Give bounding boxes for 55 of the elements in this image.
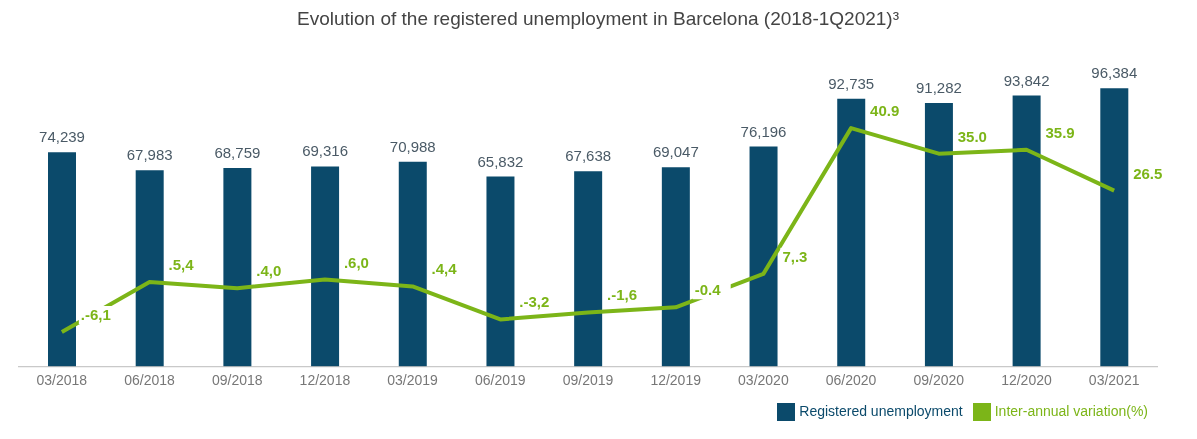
data-label: .-1,6 xyxy=(607,286,638,304)
data-label: .5,4 xyxy=(168,256,195,274)
bar xyxy=(48,152,76,367)
data-label: 7,.3 xyxy=(782,247,808,265)
bar xyxy=(311,166,340,367)
data-label: 92,735 xyxy=(828,74,875,92)
bar xyxy=(661,167,690,367)
data-label: .-6,1 xyxy=(80,306,111,323)
x-tick-label: 09/2019 xyxy=(562,371,614,388)
data-label: -0.4 xyxy=(694,281,722,299)
x-tick-label: 03/2021 xyxy=(1088,371,1140,388)
bar xyxy=(837,98,866,367)
data-label: 40.9 xyxy=(870,102,900,120)
legend-label: Inter-annual variation(%) xyxy=(994,402,1148,419)
bar xyxy=(574,171,603,367)
x-tick-label: 09/2020 xyxy=(913,371,965,388)
data-label: 35.0 xyxy=(957,127,987,145)
chart-title: Evolution of the registered unemployment in Barcelona (2018-1Q2021)³ xyxy=(296,8,900,30)
bar xyxy=(924,103,953,367)
data-label: 67,983 xyxy=(126,146,173,164)
data-label: 65,832 xyxy=(477,152,524,170)
x-tick-label: 06/2018 xyxy=(124,371,176,388)
data-label: .4,0 xyxy=(256,262,282,280)
x-tick-label: 06/2020 xyxy=(825,371,877,388)
data-label: 68,759 xyxy=(214,144,261,162)
data-label: 91,282 xyxy=(915,79,962,97)
data-label: 74,239 xyxy=(39,128,85,146)
x-tick-label: 12/2020 xyxy=(1001,371,1052,388)
bar xyxy=(1100,88,1129,367)
x-tick-label: 03/2020 xyxy=(738,371,789,388)
bar xyxy=(1012,95,1041,367)
x-tick-label: 09/2018 xyxy=(211,371,263,388)
bar xyxy=(749,146,778,367)
data-label: 35.9 xyxy=(1045,123,1075,141)
data-label: 96,384 xyxy=(1091,64,1138,82)
bar xyxy=(223,168,252,367)
data-label: .6,0 xyxy=(343,253,369,271)
legend-label: Registered unemployment xyxy=(799,402,963,419)
data-label: 76,196 xyxy=(740,122,787,140)
data-label: 67,638 xyxy=(565,147,612,165)
x-tick-label: 03/2018 xyxy=(36,371,88,388)
data-label: 26.5 xyxy=(1133,164,1163,182)
data-label: 69,316 xyxy=(302,142,349,160)
bar xyxy=(398,161,427,367)
x-tick-label: 12/2018 xyxy=(299,371,351,388)
bar xyxy=(486,176,515,367)
x-tick-label: 03/2019 xyxy=(387,371,439,388)
x-tick-label: 06/2019 xyxy=(475,371,526,388)
data-label: 69,047 xyxy=(652,143,699,161)
data-label: .4,4 xyxy=(431,260,458,278)
x-tick-label: 12/2019 xyxy=(650,371,702,388)
data-label: 70,988 xyxy=(389,137,436,155)
bar xyxy=(135,170,164,367)
data-label: 93,842 xyxy=(1003,71,1050,89)
data-label: .-3,2 xyxy=(519,293,550,311)
